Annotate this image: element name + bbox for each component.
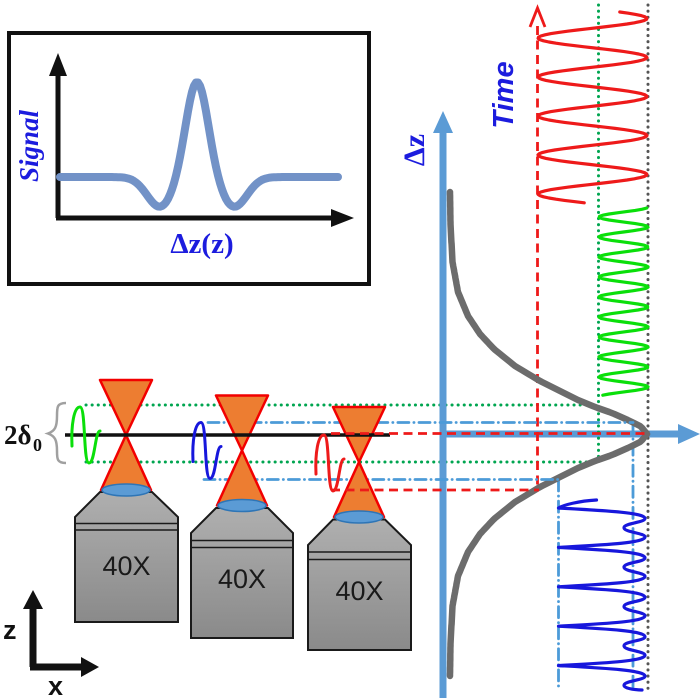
modulation-squiggle-3 bbox=[314, 433, 346, 493]
blue-guide-lines bbox=[202, 421, 635, 481]
time-axis-label: Time bbox=[488, 61, 520, 128]
red-trace bbox=[536, 10, 649, 205]
objective-1-body bbox=[74, 491, 179, 623]
gaussian-curve-path bbox=[446, 188, 651, 680]
objective-3: 40X bbox=[307, 405, 412, 651]
inset-x-arrowhead-icon bbox=[331, 209, 354, 227]
blue-trace bbox=[556, 498, 647, 692]
amplitude-subscript: 0 bbox=[33, 435, 42, 455]
objective-2: 40X bbox=[190, 394, 294, 639]
green-trace bbox=[597, 206, 650, 397]
inset-panel: Signal Δz(z) bbox=[7, 31, 371, 286]
signal-axis-arrowhead-icon bbox=[678, 424, 700, 444]
modulation-squiggle-2 bbox=[191, 421, 223, 480]
objective-1: 40X bbox=[74, 378, 179, 623]
amplitude-brace-icon bbox=[44, 401, 67, 465]
focus-modulation-markers bbox=[70, 405, 346, 493]
modulation-squiggle-1 bbox=[70, 405, 102, 465]
dz-axis-arrowhead-icon bbox=[433, 111, 453, 133]
x-axis-label: x bbox=[48, 671, 63, 700]
objective-1-cone-upper bbox=[98, 378, 154, 437]
inset-curve-path bbox=[56, 78, 342, 211]
time-traces bbox=[536, 10, 650, 692]
amplitude-annotation: 2δ 0 bbox=[4, 401, 67, 465]
objective-2-label: 40X bbox=[218, 564, 266, 594]
inset-y-arrowhead-icon bbox=[49, 53, 67, 76]
z-axis-arrowhead-icon bbox=[23, 590, 43, 609]
inset-y-label: Signal bbox=[14, 109, 44, 182]
z-axis-label: z bbox=[3, 615, 17, 645]
time-axis-arrowhead-icon bbox=[528, 4, 547, 28]
objective-1-label: 40X bbox=[102, 551, 150, 581]
objective-2-lens bbox=[217, 498, 267, 513]
x-axis-arrowhead-icon bbox=[81, 657, 99, 677]
objective-3-label: 40X bbox=[335, 576, 383, 606]
gaussian-response-curve bbox=[446, 188, 651, 680]
objective-2-cone-upper bbox=[214, 394, 270, 452]
inset-border bbox=[7, 31, 371, 286]
inset-x-label: Δz(z) bbox=[170, 228, 233, 260]
dz-axis-label: Δz bbox=[398, 134, 431, 166]
amplitude-label: 2δ bbox=[4, 420, 32, 450]
objective-3-lens bbox=[334, 510, 384, 524]
inset-signal-curve bbox=[56, 78, 342, 211]
coordinate-axes: z x bbox=[3, 590, 99, 700]
objective-1-lens bbox=[101, 483, 151, 497]
red-guide-lines bbox=[331, 432, 646, 492]
